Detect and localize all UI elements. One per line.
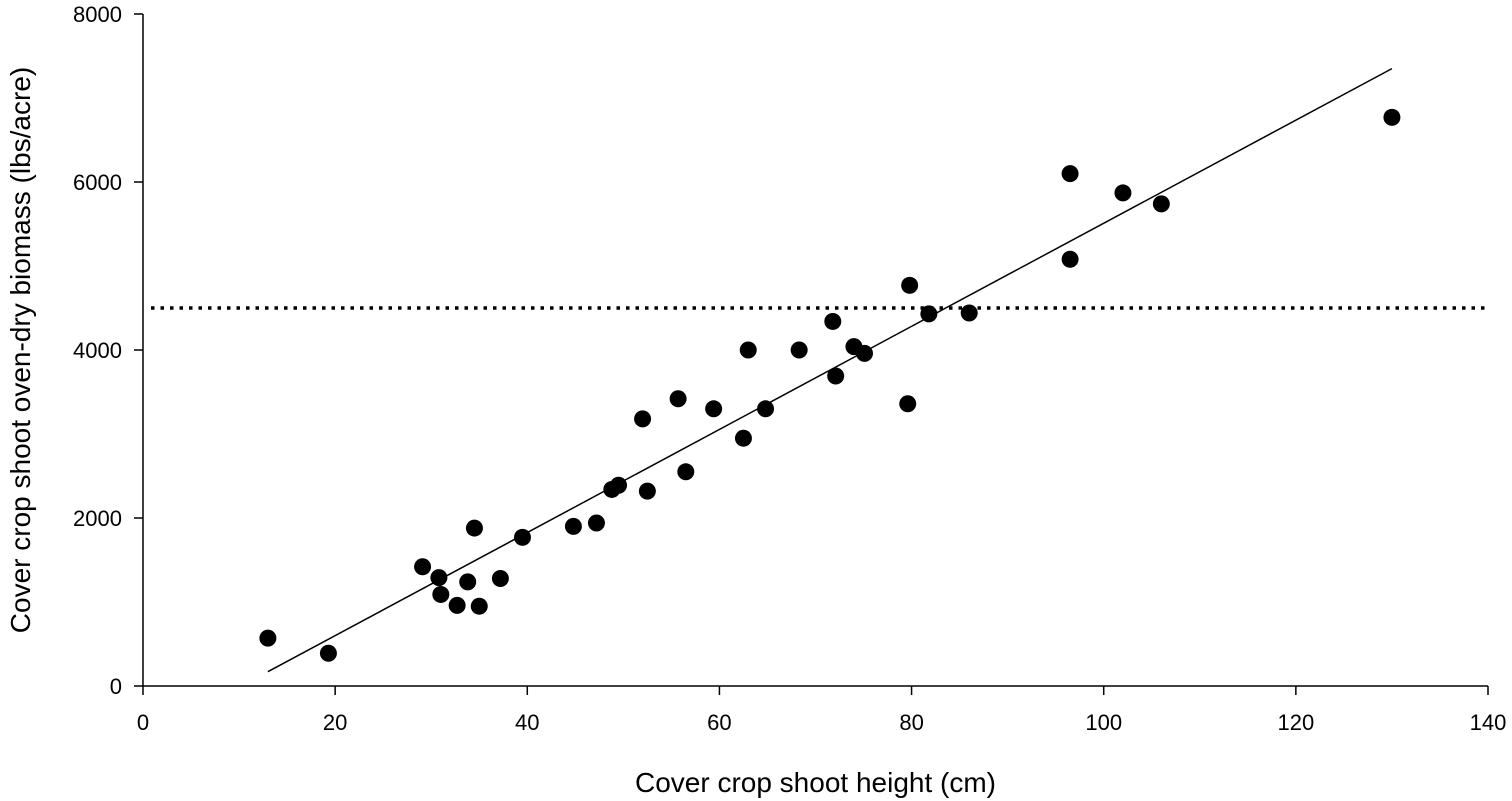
data-point	[677, 463, 695, 481]
data-point	[587, 514, 605, 532]
data-point	[920, 305, 938, 323]
data-point	[790, 341, 808, 359]
data-point	[901, 276, 919, 294]
data-point	[259, 629, 277, 647]
data-point	[899, 395, 917, 413]
y-tick-label: 2000	[73, 506, 122, 531]
x-tick-label: 120	[1277, 710, 1314, 735]
x-tick-label: 100	[1085, 710, 1122, 735]
x-tick-label: 80	[899, 710, 923, 735]
data-point	[1152, 195, 1170, 213]
data-point	[610, 476, 628, 494]
data-point	[1383, 108, 1401, 126]
y-tick-label: 6000	[73, 170, 122, 195]
data-point	[1114, 184, 1132, 202]
data-point	[638, 482, 656, 500]
data-point	[448, 596, 466, 614]
data-point	[634, 410, 652, 428]
data-point	[669, 390, 687, 408]
y-axis-title: Cover crop shoot oven-dry biomass (lbs/a…	[5, 67, 36, 633]
x-tick-label: 20	[323, 710, 347, 735]
data-point	[1061, 165, 1079, 183]
data-point	[465, 519, 483, 537]
x-axis-title: Cover crop shoot height (cm)	[635, 767, 996, 798]
data-point	[319, 644, 337, 662]
x-axis-ticks: 0 20 40 60 80 100 120 140	[137, 686, 1506, 735]
data-point	[459, 573, 477, 591]
data-point	[739, 341, 757, 359]
x-tick-label: 40	[515, 710, 539, 735]
x-tick-label: 60	[707, 710, 731, 735]
data-point	[705, 400, 723, 418]
data-point	[491, 569, 509, 587]
y-tick-label: 8000	[73, 2, 122, 27]
y-tick-label: 0	[110, 674, 122, 699]
data-point	[430, 569, 448, 587]
data-point	[513, 528, 531, 546]
x-tick-label: 140	[1470, 710, 1507, 735]
data-point	[564, 517, 582, 535]
data-point	[432, 585, 450, 603]
data-point	[960, 304, 978, 322]
data-point	[734, 429, 752, 447]
data-point	[414, 558, 432, 576]
data-point	[827, 367, 845, 385]
y-tick-label: 4000	[73, 338, 122, 363]
x-tick-label: 0	[137, 710, 149, 735]
data-point	[824, 312, 842, 330]
data-point	[855, 344, 873, 362]
data-point	[757, 400, 775, 418]
data-point	[470, 597, 488, 615]
data-points	[259, 108, 1401, 662]
y-axis-ticks: 0 2000 4000 6000 8000	[73, 2, 143, 699]
data-point	[1061, 250, 1079, 268]
